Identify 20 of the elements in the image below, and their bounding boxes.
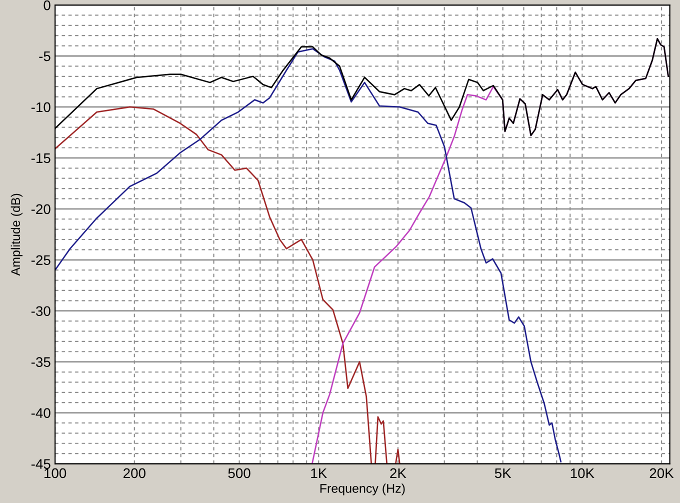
y-axis-title: Amplitude (dB) bbox=[10, 194, 23, 276]
x-tick-label: 100 bbox=[44, 468, 66, 478]
y-tick-label: -30 bbox=[31, 306, 50, 316]
y-tick-label: -25 bbox=[31, 255, 50, 266]
y-tick-label: 0 bbox=[44, 0, 50, 10]
x-tick-label: 5K bbox=[494, 468, 512, 478]
x-tick-label: 1K bbox=[311, 468, 327, 478]
x-tick-label: 500 bbox=[228, 468, 250, 478]
y-tick-label: -40 bbox=[31, 408, 50, 418]
x-tick-label: 20K bbox=[650, 468, 674, 478]
y-tick-label: -15 bbox=[31, 153, 50, 164]
x-tick-label: 2K bbox=[390, 468, 406, 478]
y-tick-label: -20 bbox=[31, 204, 50, 214]
y-tick-label: -35 bbox=[31, 357, 50, 367]
x-tick-label: 10K bbox=[570, 468, 594, 478]
x-axis-title: Frequency (Hz) bbox=[320, 484, 405, 496]
y-tick-label: -5 bbox=[39, 51, 50, 62]
y-tick-label: -10 bbox=[31, 102, 50, 112]
x-tick-label: 200 bbox=[124, 468, 146, 478]
y-tick-label: -45 bbox=[31, 459, 50, 469]
